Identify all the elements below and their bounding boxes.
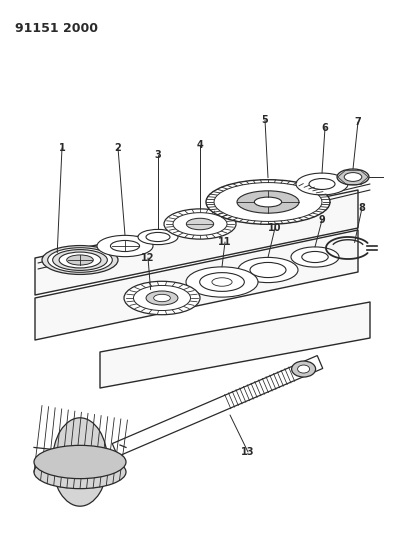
Polygon shape: [35, 230, 358, 340]
Ellipse shape: [238, 257, 298, 282]
Ellipse shape: [302, 252, 328, 263]
Polygon shape: [112, 356, 323, 456]
Ellipse shape: [53, 249, 107, 270]
Ellipse shape: [296, 173, 348, 195]
Text: 13: 13: [241, 447, 255, 457]
Text: 10: 10: [268, 223, 282, 233]
Text: 11: 11: [218, 237, 232, 247]
Ellipse shape: [52, 418, 108, 506]
Ellipse shape: [138, 229, 178, 245]
Text: 9: 9: [319, 215, 326, 225]
Ellipse shape: [291, 361, 316, 377]
Ellipse shape: [250, 262, 286, 278]
Text: 91151 2000: 91151 2000: [15, 22, 98, 35]
Text: 2: 2: [114, 143, 122, 153]
Ellipse shape: [34, 446, 126, 479]
Ellipse shape: [154, 294, 170, 302]
Ellipse shape: [254, 197, 282, 207]
Ellipse shape: [146, 232, 170, 241]
Ellipse shape: [97, 236, 153, 257]
Ellipse shape: [124, 281, 200, 314]
Ellipse shape: [34, 455, 126, 489]
Text: 12: 12: [141, 253, 155, 263]
Text: 7: 7: [355, 117, 362, 127]
Ellipse shape: [187, 218, 214, 230]
Ellipse shape: [42, 246, 118, 274]
Ellipse shape: [291, 247, 339, 267]
Ellipse shape: [48, 248, 112, 272]
Ellipse shape: [173, 213, 227, 236]
Ellipse shape: [133, 286, 190, 311]
Text: 5: 5: [262, 115, 268, 125]
Ellipse shape: [146, 291, 178, 305]
Ellipse shape: [200, 272, 244, 292]
Ellipse shape: [212, 278, 232, 286]
Ellipse shape: [344, 173, 362, 181]
Ellipse shape: [337, 169, 369, 185]
Text: 3: 3: [154, 150, 162, 160]
Polygon shape: [100, 302, 370, 388]
Ellipse shape: [309, 179, 335, 189]
Ellipse shape: [298, 365, 310, 373]
Text: 8: 8: [358, 203, 366, 213]
Ellipse shape: [164, 209, 236, 239]
Text: 6: 6: [322, 123, 328, 133]
Ellipse shape: [186, 267, 258, 297]
Ellipse shape: [237, 191, 299, 213]
Polygon shape: [35, 190, 358, 295]
Ellipse shape: [110, 240, 139, 252]
Ellipse shape: [67, 255, 93, 265]
Text: 1: 1: [59, 143, 65, 153]
Ellipse shape: [206, 180, 330, 224]
Ellipse shape: [59, 252, 101, 268]
Ellipse shape: [206, 275, 238, 289]
Ellipse shape: [214, 183, 322, 221]
Text: 4: 4: [197, 140, 204, 150]
